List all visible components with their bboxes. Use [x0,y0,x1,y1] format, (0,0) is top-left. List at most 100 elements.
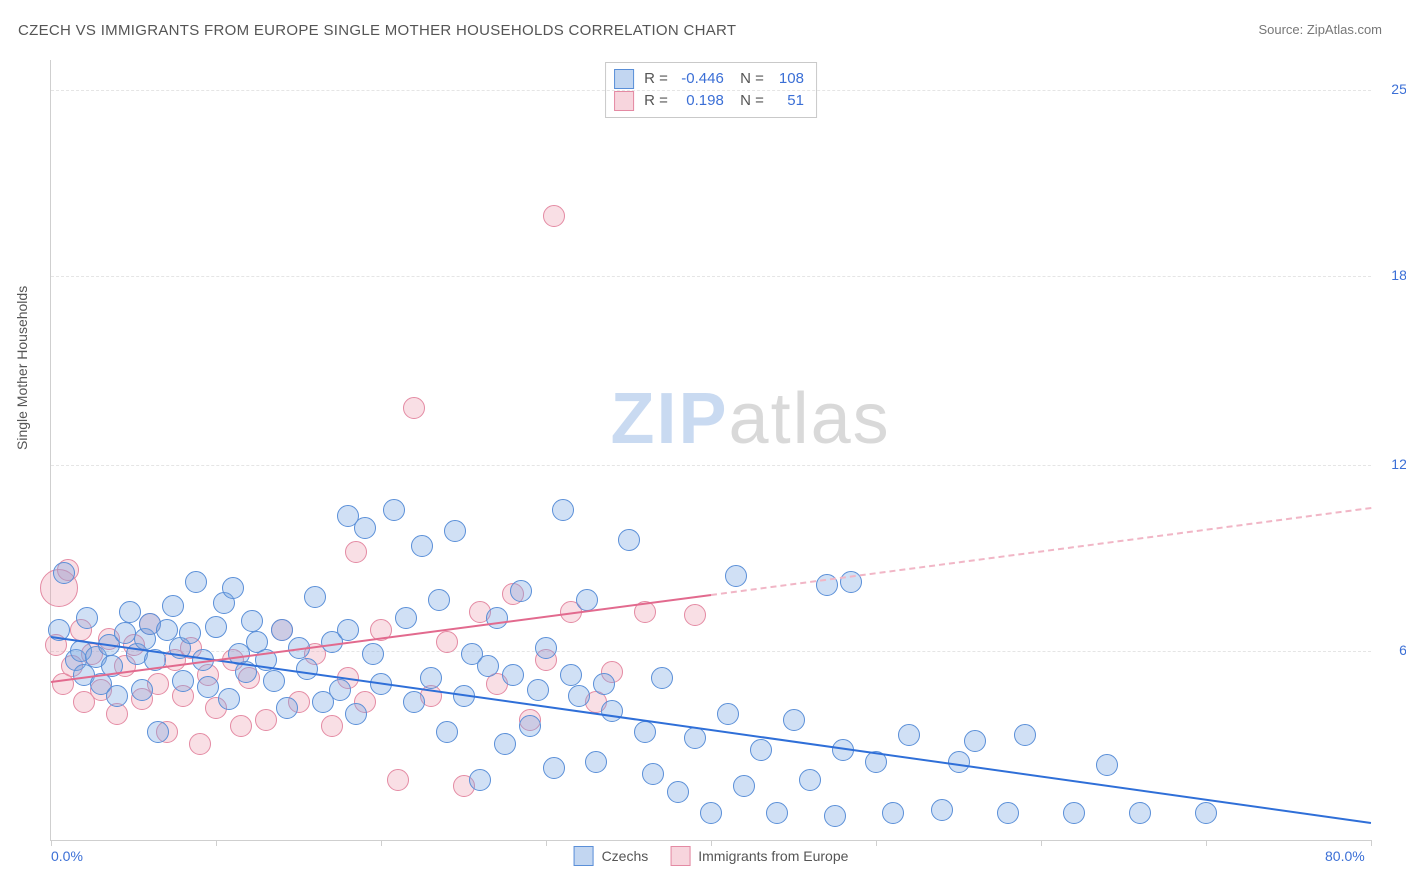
data-point [560,664,582,686]
data-point [428,589,450,611]
data-point [420,667,442,689]
chart-title: CZECH VS IMMIGRANTS FROM EUROPE SINGLE M… [18,22,736,39]
stat-immigrants-n: 51 [772,90,804,112]
data-point [799,769,821,791]
data-point [114,622,136,644]
data-point [383,499,405,521]
data-point [354,517,376,539]
data-point [601,700,623,722]
data-point [502,664,524,686]
data-point [162,595,184,617]
y-tick-label: 18.8% [1379,267,1406,283]
data-point [436,631,458,653]
legend-item-czechs: Czechs [574,846,649,866]
data-point [362,643,384,665]
data-point [997,802,1019,824]
swatch-pink-icon [614,91,634,111]
data-point [733,775,755,797]
data-point [179,622,201,644]
data-point [684,604,706,626]
data-point [1129,802,1151,824]
data-point [717,703,739,725]
data-point [444,520,466,542]
stat-czechs-n: 108 [772,68,804,90]
data-point [535,637,557,659]
stat-label-r: R = [644,68,668,90]
stat-immigrants-r: 0.198 [676,90,724,112]
data-point [197,676,219,698]
data-point [964,730,986,752]
data-point [329,679,351,701]
x-tick [546,840,547,846]
data-point [119,601,141,623]
data-point [824,805,846,827]
stat-czechs-r: -0.446 [676,68,724,90]
gridline [51,90,1371,91]
x-tick-label: 0.0% [51,848,83,864]
data-point [510,580,532,602]
data-point [684,727,706,749]
legend-label-immigrants: Immigrants from Europe [698,848,848,864]
data-point [189,733,211,755]
data-point [783,709,805,731]
footer-legend: Czechs Immigrants from Europe [574,846,849,866]
legend-item-immigrants: Immigrants from Europe [670,846,848,866]
trend-line [711,507,1371,596]
data-point [218,688,240,710]
data-point [527,679,549,701]
data-point [766,802,788,824]
data-point [263,670,285,692]
watermark: ZIPatlas [611,378,891,460]
data-point [304,586,326,608]
data-point [241,610,263,632]
x-tick [216,840,217,846]
data-point [543,205,565,227]
data-point [222,577,244,599]
data-point [543,757,565,779]
gridline [51,465,1371,466]
data-point [1195,802,1217,824]
data-point [345,541,367,563]
data-point [395,607,417,629]
data-point [750,739,772,761]
data-point [494,733,516,755]
data-point [469,769,491,791]
data-point [276,697,298,719]
data-point [76,607,98,629]
data-point [585,751,607,773]
data-point [882,802,904,824]
y-axis-label: Single Mother Households [14,286,30,450]
y-tick-label: 25.0% [1379,81,1406,97]
data-point [667,781,689,803]
watermark-atlas: atlas [729,379,891,459]
data-point [337,619,359,641]
x-tick [1371,840,1372,846]
data-point [1014,724,1036,746]
data-point [477,655,499,677]
data-point [131,679,153,701]
data-point [403,397,425,419]
x-tick [51,840,52,846]
y-tick-label: 6.3% [1379,642,1406,658]
data-point [931,799,953,821]
data-point [106,685,128,707]
stats-row-immigrants: R = 0.198 N = 51 [614,90,804,112]
x-tick-label: 80.0% [1325,848,1365,864]
swatch-blue-icon [574,846,594,866]
data-point [403,691,425,713]
data-point [147,721,169,743]
x-tick [381,840,382,846]
data-point [271,619,293,641]
data-point [593,673,615,695]
gridline [51,276,1371,277]
source-label: Source: ZipAtlas.com [1258,22,1382,37]
data-point [255,709,277,731]
y-tick-label: 12.5% [1379,456,1406,472]
watermark-zip: ZIP [611,379,729,459]
data-point [296,658,318,680]
stats-row-czechs: R = -0.446 N = 108 [614,68,804,90]
data-point [172,670,194,692]
data-point [321,715,343,737]
data-point [185,571,207,593]
data-point [53,562,75,584]
